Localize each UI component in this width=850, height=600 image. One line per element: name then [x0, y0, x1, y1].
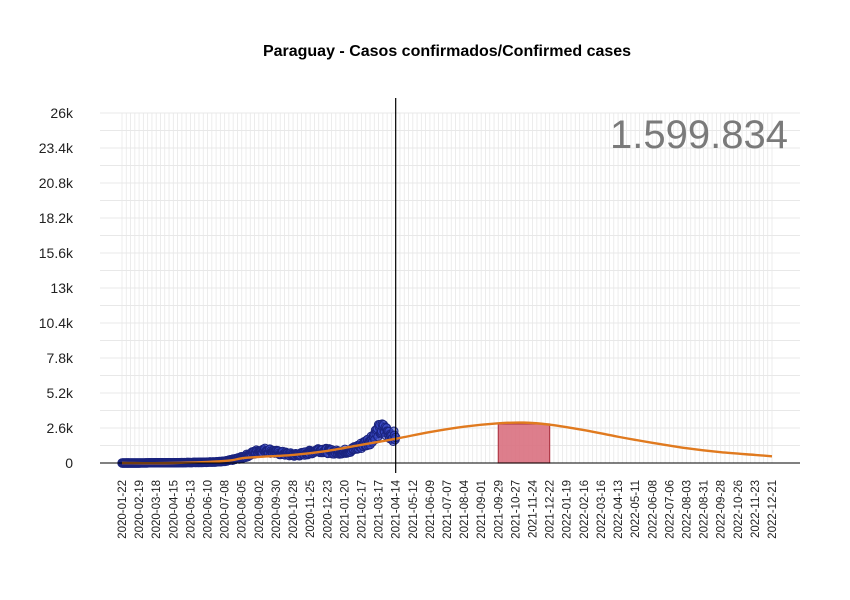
y-tick-label: 15.6k [39, 245, 74, 261]
x-tick-label: 2022-12-21 [767, 480, 779, 539]
peak-band-layer [497, 423, 551, 464]
fit-line [121, 421, 773, 465]
x-tick-label: 2022-05-11 [630, 480, 642, 538]
x-tick-label: 2022-01-19 [562, 480, 574, 539]
total-cases-annotation: 1.599.834 [610, 113, 788, 157]
x-tick-label: 2021-06-09 [425, 480, 437, 539]
axes [100, 98, 800, 473]
y-axis-ticks: 0 2.6k 5.2k 7.8k 10.4k 13k 15.6k 18.2k 20.8k 23.4… [39, 105, 74, 471]
x-tick-label: 2020-10-28 [288, 480, 300, 539]
x-tick-label: 2020-06-10 [203, 480, 215, 539]
y-tick-label: 5.2k [47, 385, 74, 401]
x-tick-label: 2021-05-12 [408, 480, 420, 539]
x-tick-label: 2020-01-22 [117, 480, 129, 539]
x-tick-label: 2020-07-08 [220, 480, 232, 539]
x-tick-label: 2020-08-05 [237, 480, 249, 539]
fit-line-layer [121, 421, 773, 465]
grid [100, 112, 800, 464]
y-tick-label: 0 [65, 455, 73, 471]
x-tick-label: 2020-02-19 [134, 480, 146, 539]
x-tick-label: 2020-11-25 [305, 480, 317, 538]
peak-band [497, 423, 551, 464]
y-tick-label: 26k [50, 105, 74, 121]
y-tick-label: 13k [50, 280, 74, 296]
x-tick-label: 2022-08-03 [681, 480, 693, 539]
x-tick-label: 2021-11-24 [528, 479, 540, 538]
x-tick-label: 2021-09-01 [476, 480, 488, 539]
y-tick-label: 2.6k [47, 420, 74, 436]
x-tick-label: 2022-03-16 [596, 480, 608, 539]
x-tick-label: 2021-10-27 [510, 480, 522, 539]
x-tick-label: 2022-11-23 [750, 480, 762, 538]
chart-title: Paraguay - Casos confirmados/Confirmed c… [263, 43, 631, 60]
x-tick-label: 2021-02-17 [356, 480, 368, 539]
x-tick-label: 2022-02-16 [579, 480, 591, 539]
x-tick-label: 2021-08-04 [459, 479, 471, 538]
y-tick-label: 10.4k [39, 315, 74, 331]
x-tick-label: 2022-04-13 [613, 480, 625, 539]
x-tick-label: 2020-09-02 [254, 480, 266, 539]
y-tick-label: 18.2k [39, 210, 74, 226]
x-tick-label: 2020-03-18 [151, 480, 163, 539]
x-tick-label: 2021-04-14 [391, 479, 403, 538]
x-tick-label: 2022-08-31 [699, 480, 711, 539]
x-tick-label: 2021-12-22 [545, 480, 557, 539]
x-tick-label: 2020-12-23 [322, 480, 334, 539]
x-tick-label: 2022-10-26 [733, 480, 745, 539]
x-tick-label: 2022-06-08 [647, 480, 659, 539]
x-tick-label: 2020-09-30 [271, 480, 283, 539]
x-tick-label: 2020-05-13 [185, 480, 197, 539]
x-tick-label: 2020-04-15 [168, 480, 180, 539]
y-tick-label: 7.8k [47, 350, 74, 366]
x-tick-label: 2021-09-29 [493, 480, 505, 539]
x-tick-label: 2021-03-17 [374, 480, 386, 539]
x-tick-label: 2022-09-28 [716, 480, 728, 539]
y-tick-label: 20.8k [39, 175, 74, 191]
x-tick-label: 2022-07-06 [664, 480, 676, 539]
x-tick-label: 2021-01-20 [339, 480, 351, 539]
y-tick-label: 23.4k [39, 140, 74, 156]
x-axis-ticks: 2020-01-22 2020-02-19 2020-03-18 2020-04-15… [117, 479, 779, 538]
x-tick-label: 2021-07-07 [442, 480, 454, 539]
